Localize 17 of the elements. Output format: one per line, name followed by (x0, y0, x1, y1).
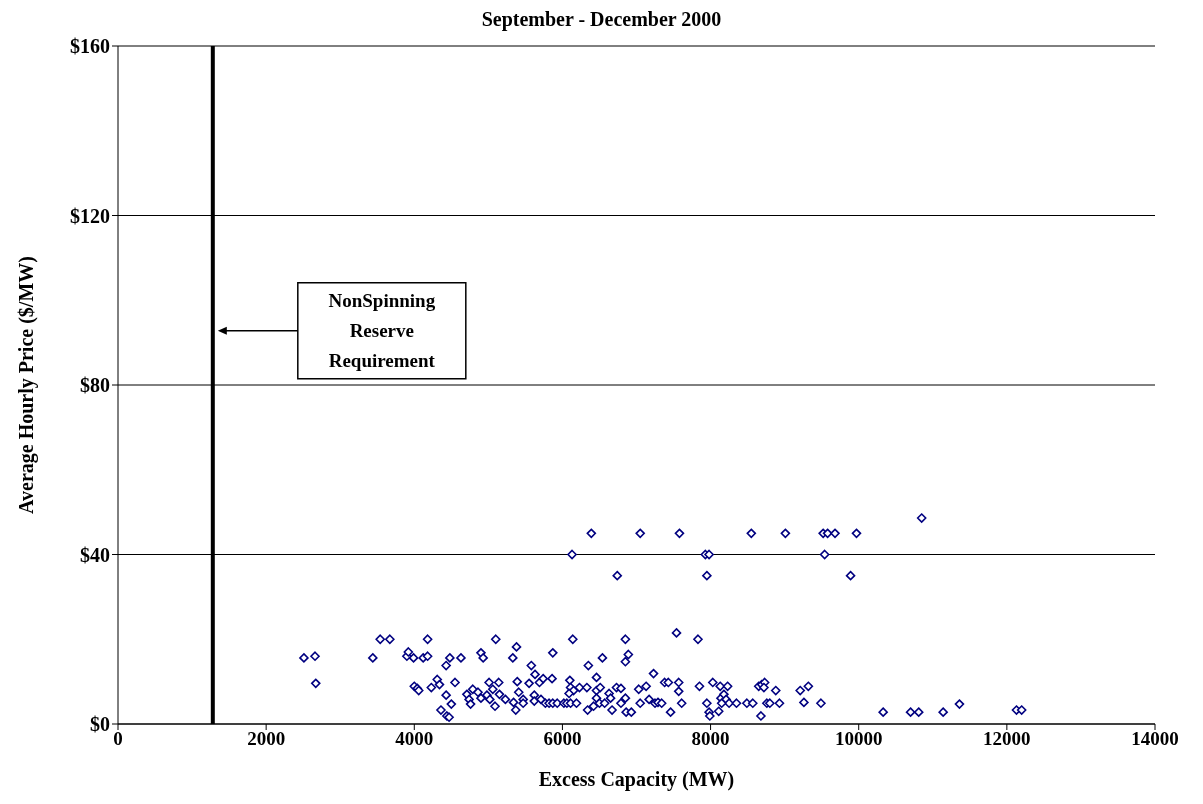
y-axis-title: Average Hourly Price ($/MW) (15, 256, 39, 514)
y-tick-label: $40 (80, 543, 110, 566)
y-tick-label: $160 (70, 35, 110, 58)
x-tick-label: 2000 (247, 728, 286, 750)
x-axis-title: Excess Capacity (MW) (538, 768, 735, 791)
x-tick-label: 12000 (983, 728, 1031, 750)
x-tick-label: 0 (113, 728, 123, 750)
y-tick-label: $80 (80, 374, 110, 397)
annotation: NonSpinning Reserve Requirement (328, 289, 436, 371)
x-tick-label: 8000 (691, 728, 730, 750)
x-tick-label: 6000 (543, 728, 582, 750)
x-tick-label: 10000 (834, 728, 883, 750)
chart-title: September - December 2000 (480, 8, 723, 32)
x-tick-label: 14000 (1131, 728, 1179, 750)
y-tick-label: $0 (90, 713, 110, 736)
y-tick-label: $120 (70, 204, 110, 227)
x-tick-label: 4000 (395, 728, 434, 750)
